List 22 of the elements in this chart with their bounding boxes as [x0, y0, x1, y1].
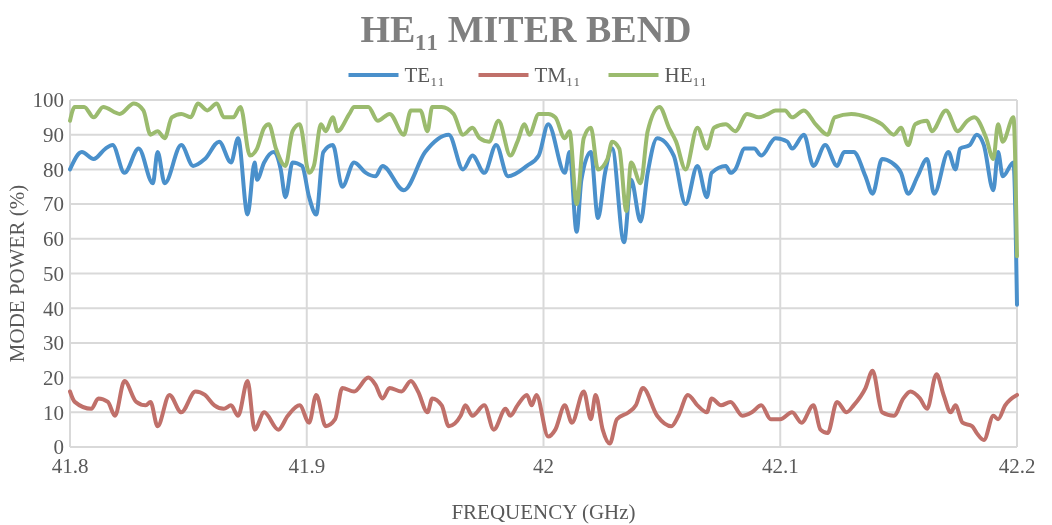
- x-tick-label: 41.9: [288, 454, 326, 478]
- x-tick-label: 42.1: [761, 454, 799, 478]
- line-series: [68, 122, 1019, 307]
- y-tick-label: 100: [32, 88, 64, 113]
- x-tick-label: 42.2: [998, 454, 1036, 478]
- y-tick-label: 70: [43, 192, 64, 217]
- line-series: [68, 368, 1019, 446]
- x-tick-label: 42: [533, 454, 554, 478]
- y-tick-label: 90: [43, 123, 64, 148]
- x-axis-title: FREQUENCY (GHz): [451, 500, 636, 524]
- chart-title: HE₁₁ MITER BEND: [360, 8, 692, 50]
- y-tick-label: 40: [43, 296, 64, 321]
- legend-label: TE₁₁: [404, 63, 445, 87]
- y-axis-title: MODE POWER (%): [5, 184, 29, 363]
- legend-label: HE₁₁: [664, 63, 708, 87]
- legend-label: TM₁₁: [534, 63, 581, 87]
- y-tick-label: 60: [43, 227, 64, 252]
- y-tick-label: 80: [43, 157, 64, 182]
- y-tick-label: 30: [43, 331, 64, 356]
- y-tick-label: 20: [43, 365, 64, 390]
- y-tick-label: 10: [43, 400, 64, 425]
- y-tick-label: 50: [43, 261, 64, 286]
